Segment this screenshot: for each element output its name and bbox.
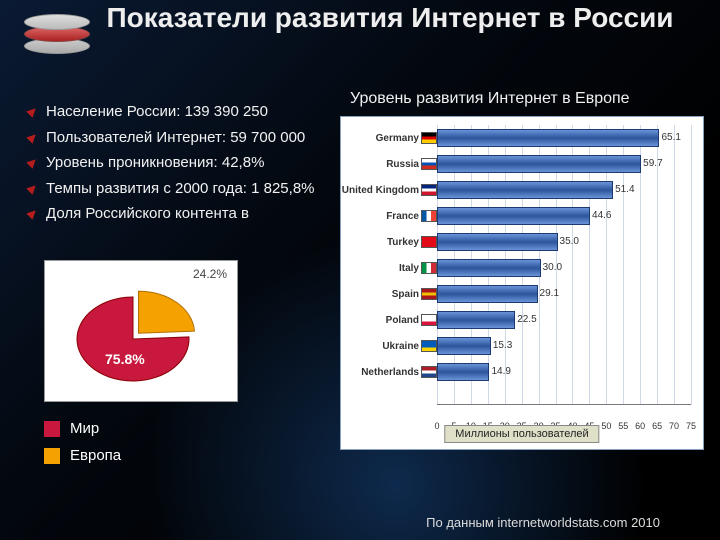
legend-swatch [44,421,60,437]
flag-icon [421,366,437,378]
bar-value-label: 65.1 [661,132,680,143]
bar [437,259,541,277]
pie-chart: 24.2% 75.8% [44,260,238,402]
bar [437,337,491,355]
bullet-item: Уровень проникновения: 42,8% [28,153,328,173]
bullet-item: Население России: 139 390 250 [28,102,328,122]
bar-value-label: 29.1 [540,288,559,299]
stack-icon [24,14,88,56]
legend-label: Европа [70,447,121,464]
slide-title: Показатели развития Интернет в России [80,2,700,34]
bar-row: Italy30.0 [437,255,691,281]
pie-label-large: 75.8% [105,351,145,367]
bar-value-label: 44.6 [592,210,611,221]
bar-chart: Germany65.1Russia59.7United Kingdom51.4F… [340,116,704,450]
bar-country-label: Spain [341,289,419,300]
bullet-list: Население России: 139 390 250 Пользовател… [28,102,328,230]
flag-icon [421,340,437,352]
bar-value-label: 22.5 [517,314,536,325]
bar [437,311,515,329]
bar-value-label: 51.4 [615,184,634,195]
flag-icon [421,210,437,222]
legend-swatch [44,448,60,464]
bar-country-label: Netherlands [341,367,419,378]
flag-icon [421,262,437,274]
bar [437,129,659,147]
bar [437,207,590,225]
flag-icon [421,158,437,170]
bullet-item: Доля Российского контента в [28,204,328,224]
bar-row: Spain29.1 [437,281,691,307]
flag-icon [421,132,437,144]
bar-country-label: Russia [341,159,419,170]
bar-value-label: 14.9 [491,366,510,377]
bar-value-label: 59.7 [643,158,662,169]
bar [437,181,613,199]
bar [437,233,558,251]
bar [437,363,489,381]
bar-country-label: Ukraine [341,341,419,352]
bar-chart-title: Уровень развития Интернет в Европе [350,90,700,108]
bar-axis-caption: Миллионы пользователей [444,425,599,443]
bar-country-label: Germany [341,133,419,144]
bar-row: Netherlands14.9 [437,359,691,385]
flag-icon [421,288,437,300]
bar-row: United Kingdom51.4 [437,177,691,203]
bar-row: Turkey35.0 [437,229,691,255]
bar-country-label: Italy [341,263,419,274]
flag-icon [421,184,437,196]
flag-icon [421,314,437,326]
flag-icon [421,236,437,248]
legend-row-europe: Европа [44,447,121,464]
bar-row: Ukraine15.3 [437,333,691,359]
slide: Показатели развития Интернет в России На… [0,0,720,540]
bar-x-axis [437,404,691,405]
bar-country-label: France [341,211,419,222]
bar [437,155,641,173]
bar-row: Poland22.5 [437,307,691,333]
pie-label-small: 24.2% [193,267,227,281]
bar-country-label: Turkey [341,237,419,248]
bar [437,285,538,303]
bar-country-label: Poland [341,315,419,326]
bar-row: Germany65.1 [437,125,691,151]
legend-label: Мир [70,420,99,437]
bullet-item: Пользователей Интернет: 59 700 000 [28,128,328,148]
pie-legend: Мир Европа [44,420,121,474]
bar-value-label: 30.0 [543,262,562,273]
bar-value-label: 15.3 [493,340,512,351]
source-text: По данным internetworldstats.com 2010 [426,515,660,530]
bar-country-label: United Kingdom [341,185,419,196]
bullet-item: Темпы развития с 2000 года: 1 825,8% [28,179,328,199]
bar-value-label: 35.0 [560,236,579,247]
bar-row: France44.6 [437,203,691,229]
bar-row: Russia59.7 [437,151,691,177]
legend-row-world: Мир [44,420,121,437]
